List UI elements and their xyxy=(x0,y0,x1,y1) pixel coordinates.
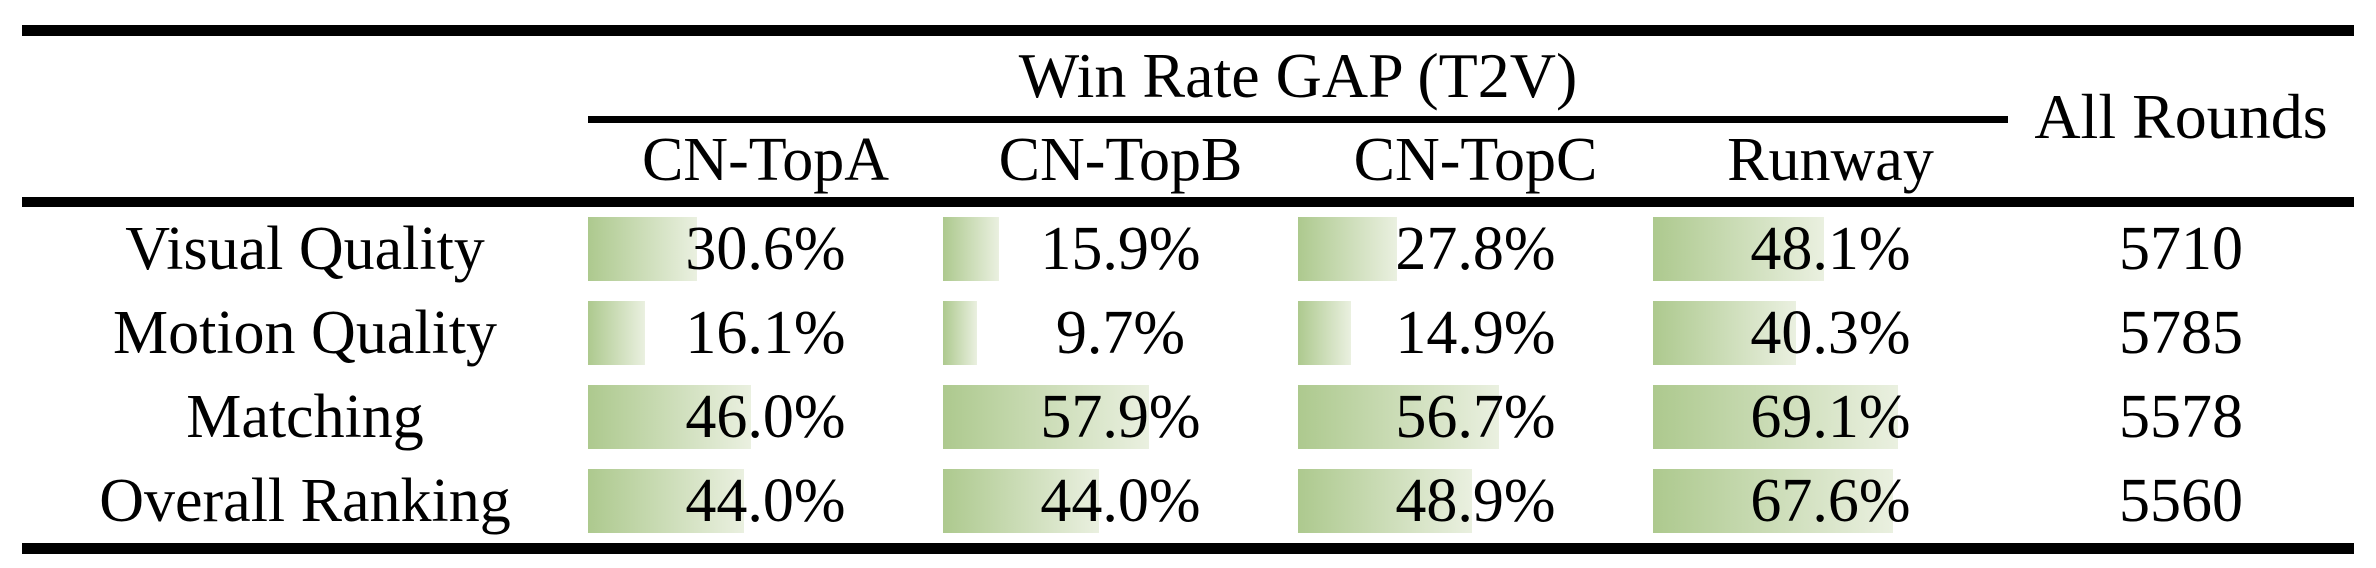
column-header-cn-topa: CN-TopA xyxy=(588,119,943,207)
win-rate-bar xyxy=(943,301,978,365)
win-rate-bar xyxy=(588,301,646,365)
win-rate-bar xyxy=(943,217,1000,281)
data-cell: 57.9% xyxy=(943,375,1298,459)
win-rate-bar xyxy=(1298,385,1500,449)
table-row: Overall Ranking 44.0% 44.0% 48.9% 67.6% … xyxy=(22,459,2354,549)
win-rate-value: 16.1% xyxy=(685,299,846,367)
table-row: Visual Quality 30.6% 15.9% 27.8% 48.1% 5… xyxy=(22,202,2354,291)
row-label: Matching xyxy=(186,383,424,451)
all-rounds-value: 5578 xyxy=(2119,383,2243,451)
column-header-runway: Runway xyxy=(1653,119,2008,207)
header-row-group: Win Rate GAP (T2V) All Rounds xyxy=(22,30,2354,207)
win-rate-value: 30.6% xyxy=(685,215,846,283)
win-rate-value: 48.9% xyxy=(1395,467,1556,535)
win-rate-bar xyxy=(943,385,1149,449)
data-cell: 16.1% xyxy=(588,291,943,375)
all-rounds-value: 5710 xyxy=(2119,215,2243,283)
data-cell: 15.9% xyxy=(943,202,1298,291)
win-rate-bar xyxy=(1653,217,1824,281)
data-cell: 44.0% xyxy=(588,459,943,549)
win-rate-value: 9.7% xyxy=(1055,299,1186,367)
data-cell: 14.9% xyxy=(1298,291,1653,375)
win-rate-value: 14.9% xyxy=(1395,299,1556,367)
data-cell: 27.8% xyxy=(1298,202,1653,291)
data-cell: 9.7% xyxy=(943,291,1298,375)
win-rate-bar xyxy=(588,385,752,449)
data-cell: 44.0% xyxy=(943,459,1298,549)
all-rounds-value: 5560 xyxy=(2119,467,2243,535)
win-rate-bar xyxy=(1298,301,1351,365)
win-rate-value: 46.0% xyxy=(685,383,846,451)
row-label: Overall Ranking xyxy=(99,467,511,535)
win-rate-bar xyxy=(588,469,745,533)
results-table-container: Win Rate GAP (T2V) All Rounds CN-TopA CN… xyxy=(22,25,2354,554)
win-rate-value: 57.9% xyxy=(1040,383,1201,451)
group-header: Win Rate GAP (T2V) xyxy=(588,30,2008,123)
win-rate-value: 15.9% xyxy=(1040,215,1201,283)
data-cell: 46.0% xyxy=(588,375,943,459)
table-row: Matching 46.0% 57.9% 56.7% 69.1% 5578 xyxy=(22,375,2354,459)
win-rate-bar xyxy=(1298,217,1397,281)
data-cell: 48.1% xyxy=(1653,202,2008,291)
header-row-columns: CN-TopA CN-TopB CN-TopC Runway xyxy=(22,119,2354,207)
data-cell: 69.1% xyxy=(1653,375,2008,459)
data-cell: 30.6% xyxy=(588,202,943,291)
win-rate-bar xyxy=(1298,469,1472,533)
win-rate-value: 56.7% xyxy=(1395,383,1556,451)
data-cell: 56.7% xyxy=(1298,375,1653,459)
win-rate-value: 69.1% xyxy=(1750,383,1911,451)
all-rounds-value: 5785 xyxy=(2119,299,2243,367)
win-rate-bar xyxy=(943,469,1100,533)
data-cell: 40.3% xyxy=(1653,291,2008,375)
win-rate-bar xyxy=(1653,385,1899,449)
header-stub-cell xyxy=(22,31,588,120)
win-rate-value: 67.6% xyxy=(1750,467,1911,535)
win-rate-bar xyxy=(588,217,697,281)
table-row: Motion Quality 16.1% 9.7% 14.9% 40.3% 57… xyxy=(22,291,2354,375)
win-rate-value: 44.0% xyxy=(685,467,846,535)
win-rate-value: 48.1% xyxy=(1750,215,1911,283)
win-rate-value: 27.8% xyxy=(1395,215,1556,283)
header-stub-cell xyxy=(22,119,588,207)
data-cell: 67.6% xyxy=(1653,459,2008,549)
win-rate-bar xyxy=(1653,301,1797,365)
row-label: Motion Quality xyxy=(112,299,498,367)
column-header-cn-topb: CN-TopB xyxy=(943,119,1298,207)
all-rounds-header: All Rounds xyxy=(2008,30,2354,207)
data-cell: 48.9% xyxy=(1298,459,1653,549)
win-rate-table: Win Rate GAP (T2V) All Rounds CN-TopA CN… xyxy=(22,25,2354,554)
win-rate-value: 40.3% xyxy=(1750,299,1911,367)
column-header-cn-topc: CN-TopC xyxy=(1298,119,1653,207)
row-label: Visual Quality xyxy=(125,215,485,283)
win-rate-value: 44.0% xyxy=(1040,467,1201,535)
win-rate-bar xyxy=(1653,469,1893,533)
